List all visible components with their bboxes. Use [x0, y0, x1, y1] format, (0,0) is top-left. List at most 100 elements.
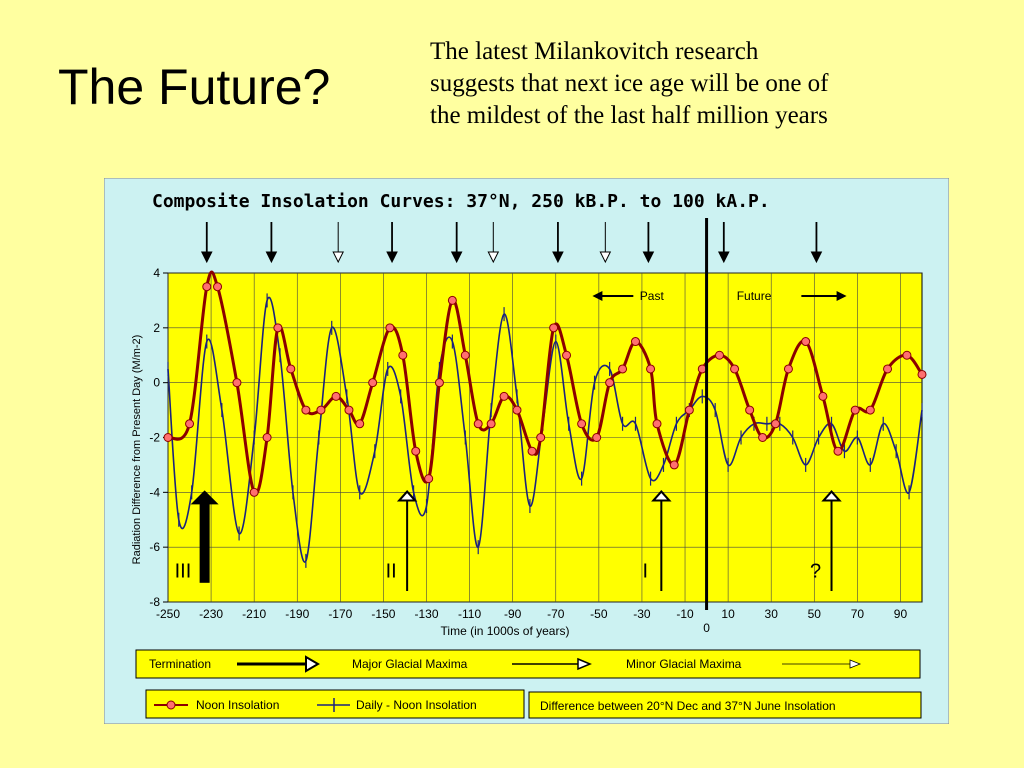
x-tick-label: 70 [851, 607, 865, 621]
series-noon-point [273, 323, 283, 333]
series-noon-point [697, 364, 707, 374]
x-tick-label: -230 [199, 607, 223, 621]
x-tick-label: -190 [285, 607, 309, 621]
series-noon-point [355, 419, 365, 429]
glacial-maximum-arrowhead [717, 251, 730, 264]
x-tick-label: -50 [590, 607, 608, 621]
series-noon-point [669, 460, 679, 470]
series-noon-point [262, 433, 272, 442]
y-tick-label: 4 [153, 266, 160, 280]
y-tick-label: 2 [153, 321, 160, 335]
series-noon-point [344, 405, 354, 415]
legend-minor-arrowhead [849, 659, 862, 669]
x-tick-label: -250 [156, 607, 180, 621]
x-tick-label: -70 [547, 607, 565, 621]
y-axis-label: Radiation Difference from Present Day (M… [131, 335, 143, 565]
termination-arrowhead [821, 490, 842, 502]
series-noon-point [730, 364, 740, 374]
series-noon-point [592, 433, 602, 442]
series-noon-point [424, 474, 434, 484]
glacial-maximum-arrowhead [386, 251, 398, 264]
series-noon-point [473, 419, 483, 429]
glacial-maximum-arrowhead [599, 251, 612, 264]
series-noon-point [331, 391, 341, 401]
series-noon-point [527, 446, 537, 456]
x-tick-label: 10 [721, 607, 735, 621]
termination-label: III [175, 560, 192, 582]
x-axis-label: Time (in 1000s of years) [441, 624, 570, 638]
glacial-maximum-arrowhead [265, 251, 278, 264]
grid-group [167, 272, 922, 603]
future-label: Future [737, 289, 772, 303]
legend-difference-box [528, 691, 922, 719]
termination-label: I [643, 560, 649, 582]
series-noon-point [398, 350, 408, 360]
series-noon-point [301, 405, 311, 415]
series-noon-point [618, 364, 628, 374]
glacial-maximum-arrowhead [552, 251, 564, 264]
series-noon-point [714, 350, 724, 360]
series-noon-point [646, 364, 656, 374]
x-tick-label: -170 [328, 607, 352, 621]
chart-title: Composite Insolation Curves: 37°N, 250 k… [152, 191, 770, 212]
x-tick-label: 30 [765, 607, 779, 621]
glacial-maximum-arrowhead [332, 251, 344, 264]
series-noon-point [562, 350, 572, 360]
series-noon-point [684, 405, 694, 415]
series-noon-point [652, 419, 662, 429]
series-noon-point [512, 405, 522, 415]
legend-major-arrowhead [577, 657, 592, 671]
series-noon-point [917, 369, 927, 379]
series-noon-point [249, 487, 259, 497]
series-noon-point [316, 405, 326, 415]
series-noon-point [232, 378, 242, 388]
x-tick-label: -10 [676, 607, 694, 621]
series-noon-point [902, 350, 912, 360]
legend-difference-label: Difference between 20°N Dec and 37°N Jun… [540, 699, 836, 713]
glacial-maximum-arrowhead [810, 251, 823, 264]
legend-termination-arrowhead [305, 655, 320, 673]
future-arrowhead [836, 291, 847, 301]
y-tick-label: -6 [149, 540, 160, 554]
series-noon-point [163, 433, 173, 442]
series-noon-point [605, 378, 615, 388]
x-tick-label: 90 [894, 607, 908, 621]
series-noon-point [385, 323, 395, 333]
glacial-maximum-arrowhead [450, 251, 463, 264]
series-noon-point [783, 364, 793, 374]
series-noon-point [745, 405, 755, 415]
series-noon-point [411, 446, 421, 456]
past-label: Past [640, 289, 665, 303]
x-tick-label: -110 [458, 607, 481, 621]
y-tick-label: 0 [153, 376, 160, 390]
series-noon-point [883, 364, 893, 374]
legend-minor-label: Minor Glacial Maxima [626, 657, 742, 671]
x-tick-label: -90 [504, 607, 522, 621]
legend-series-box [145, 689, 525, 719]
termination-arrowhead [190, 490, 219, 505]
glacial-maximum-arrowhead [642, 251, 655, 264]
series-noon-point [447, 295, 457, 305]
series-noon-point [833, 446, 843, 456]
legend-major-label: Major Glacial Maxima [352, 657, 468, 671]
series-noon-point [549, 323, 559, 333]
series-noon-point [202, 282, 212, 292]
series-noon-point [771, 419, 781, 429]
legend-daily-label: Daily - Noon Insolation [356, 698, 477, 712]
termination-label: II [386, 560, 397, 582]
termination-arrowhead [396, 490, 418, 502]
series-noon-point [286, 364, 296, 374]
series-noon-point [185, 419, 195, 429]
series-noon-point [577, 419, 587, 429]
series-noon-point [536, 433, 546, 442]
legend-termination-label: Termination [149, 657, 211, 671]
series-noon-point [865, 405, 875, 415]
x-tick-label: -130 [414, 607, 438, 621]
glacial-maximum-arrowhead [487, 251, 500, 264]
series-noon-point [850, 405, 860, 415]
slide-text-line-1: The latest Milankovitch research [430, 38, 759, 65]
glacial-maximum-arrowhead [200, 251, 213, 264]
x-tick-label: -210 [242, 607, 266, 621]
series-noon-point [486, 419, 496, 429]
y-tick-label: -8 [149, 595, 160, 609]
